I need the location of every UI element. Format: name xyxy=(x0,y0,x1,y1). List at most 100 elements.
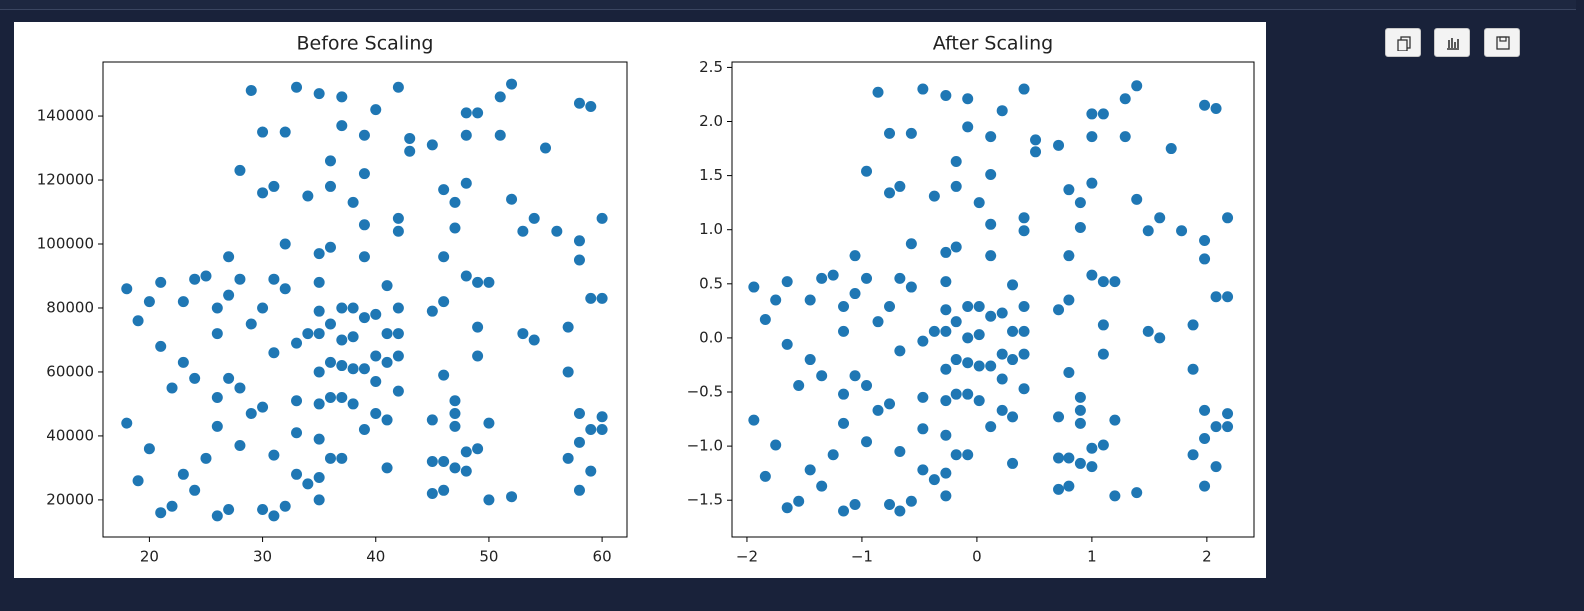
point xyxy=(177,296,189,308)
point xyxy=(460,270,472,282)
point xyxy=(223,503,235,515)
point xyxy=(1074,222,1086,234)
x-tick-label: 1 xyxy=(1087,548,1097,566)
point xyxy=(1199,235,1211,247)
point xyxy=(483,417,495,429)
point xyxy=(1097,319,1109,331)
point xyxy=(257,401,269,413)
point xyxy=(950,241,962,253)
point xyxy=(1187,319,1199,331)
point xyxy=(872,316,884,328)
point xyxy=(573,436,585,448)
point xyxy=(804,354,816,366)
point xyxy=(313,433,325,445)
point xyxy=(816,370,828,382)
point xyxy=(872,404,884,416)
point xyxy=(1063,480,1075,492)
save-button[interactable] xyxy=(1484,28,1520,57)
y-tick-label: 0.5 xyxy=(699,274,723,292)
point xyxy=(996,105,1008,117)
point xyxy=(370,308,382,320)
point xyxy=(1053,411,1065,423)
point xyxy=(155,507,167,519)
point xyxy=(483,276,495,288)
point xyxy=(121,417,133,429)
x-tick-label: −1 xyxy=(851,548,873,566)
point xyxy=(816,480,828,492)
point xyxy=(438,251,450,263)
y-tick-label: 100000 xyxy=(37,235,94,253)
point xyxy=(962,388,974,400)
point xyxy=(1222,408,1234,420)
point xyxy=(1119,93,1131,105)
point xyxy=(1210,103,1222,115)
chart-title: Before Scaling xyxy=(297,33,434,55)
point xyxy=(472,350,484,362)
point xyxy=(324,318,336,330)
point xyxy=(1063,294,1075,306)
point xyxy=(223,289,235,301)
point xyxy=(962,301,974,313)
point xyxy=(748,281,760,293)
point xyxy=(245,408,257,420)
point xyxy=(143,296,155,308)
point xyxy=(472,321,484,333)
point xyxy=(358,129,370,141)
point xyxy=(189,484,201,496)
point xyxy=(302,478,314,490)
point xyxy=(950,354,962,366)
point xyxy=(804,464,816,476)
point xyxy=(257,187,269,199)
point xyxy=(460,465,472,477)
point xyxy=(279,500,291,512)
point xyxy=(358,251,370,263)
point xyxy=(234,273,246,285)
point xyxy=(336,302,348,314)
point xyxy=(950,449,962,461)
point xyxy=(962,121,974,133)
point xyxy=(438,184,450,196)
point xyxy=(1199,99,1211,111)
point xyxy=(1030,134,1042,146)
point xyxy=(211,510,223,522)
point xyxy=(884,398,896,410)
point xyxy=(596,411,608,423)
point xyxy=(793,495,805,507)
chart-button[interactable] xyxy=(1434,28,1470,57)
point xyxy=(381,280,393,292)
point xyxy=(838,417,850,429)
point xyxy=(392,225,404,237)
point xyxy=(1018,348,1030,360)
point xyxy=(928,190,940,202)
point xyxy=(426,456,438,468)
point xyxy=(336,334,348,346)
point xyxy=(506,193,518,205)
point xyxy=(917,83,929,95)
point xyxy=(370,104,382,116)
point xyxy=(562,321,574,333)
point xyxy=(336,360,348,372)
point xyxy=(336,91,348,103)
point xyxy=(770,294,782,306)
point xyxy=(234,382,246,394)
point xyxy=(1053,139,1065,151)
point xyxy=(449,420,461,432)
point xyxy=(1074,391,1086,403)
point xyxy=(1030,146,1042,158)
point xyxy=(928,325,940,337)
point xyxy=(894,272,906,284)
point xyxy=(302,190,314,202)
point xyxy=(1018,301,1030,313)
point xyxy=(940,363,952,375)
point xyxy=(940,467,952,479)
copy-button[interactable] xyxy=(1385,28,1421,57)
copy-icon xyxy=(1397,36,1411,51)
point xyxy=(472,276,484,288)
point xyxy=(358,312,370,324)
y-tick-label: 0.0 xyxy=(699,328,723,346)
point xyxy=(279,238,291,250)
point xyxy=(392,212,404,224)
point xyxy=(268,180,280,192)
point xyxy=(438,369,450,381)
point xyxy=(1018,325,1030,337)
